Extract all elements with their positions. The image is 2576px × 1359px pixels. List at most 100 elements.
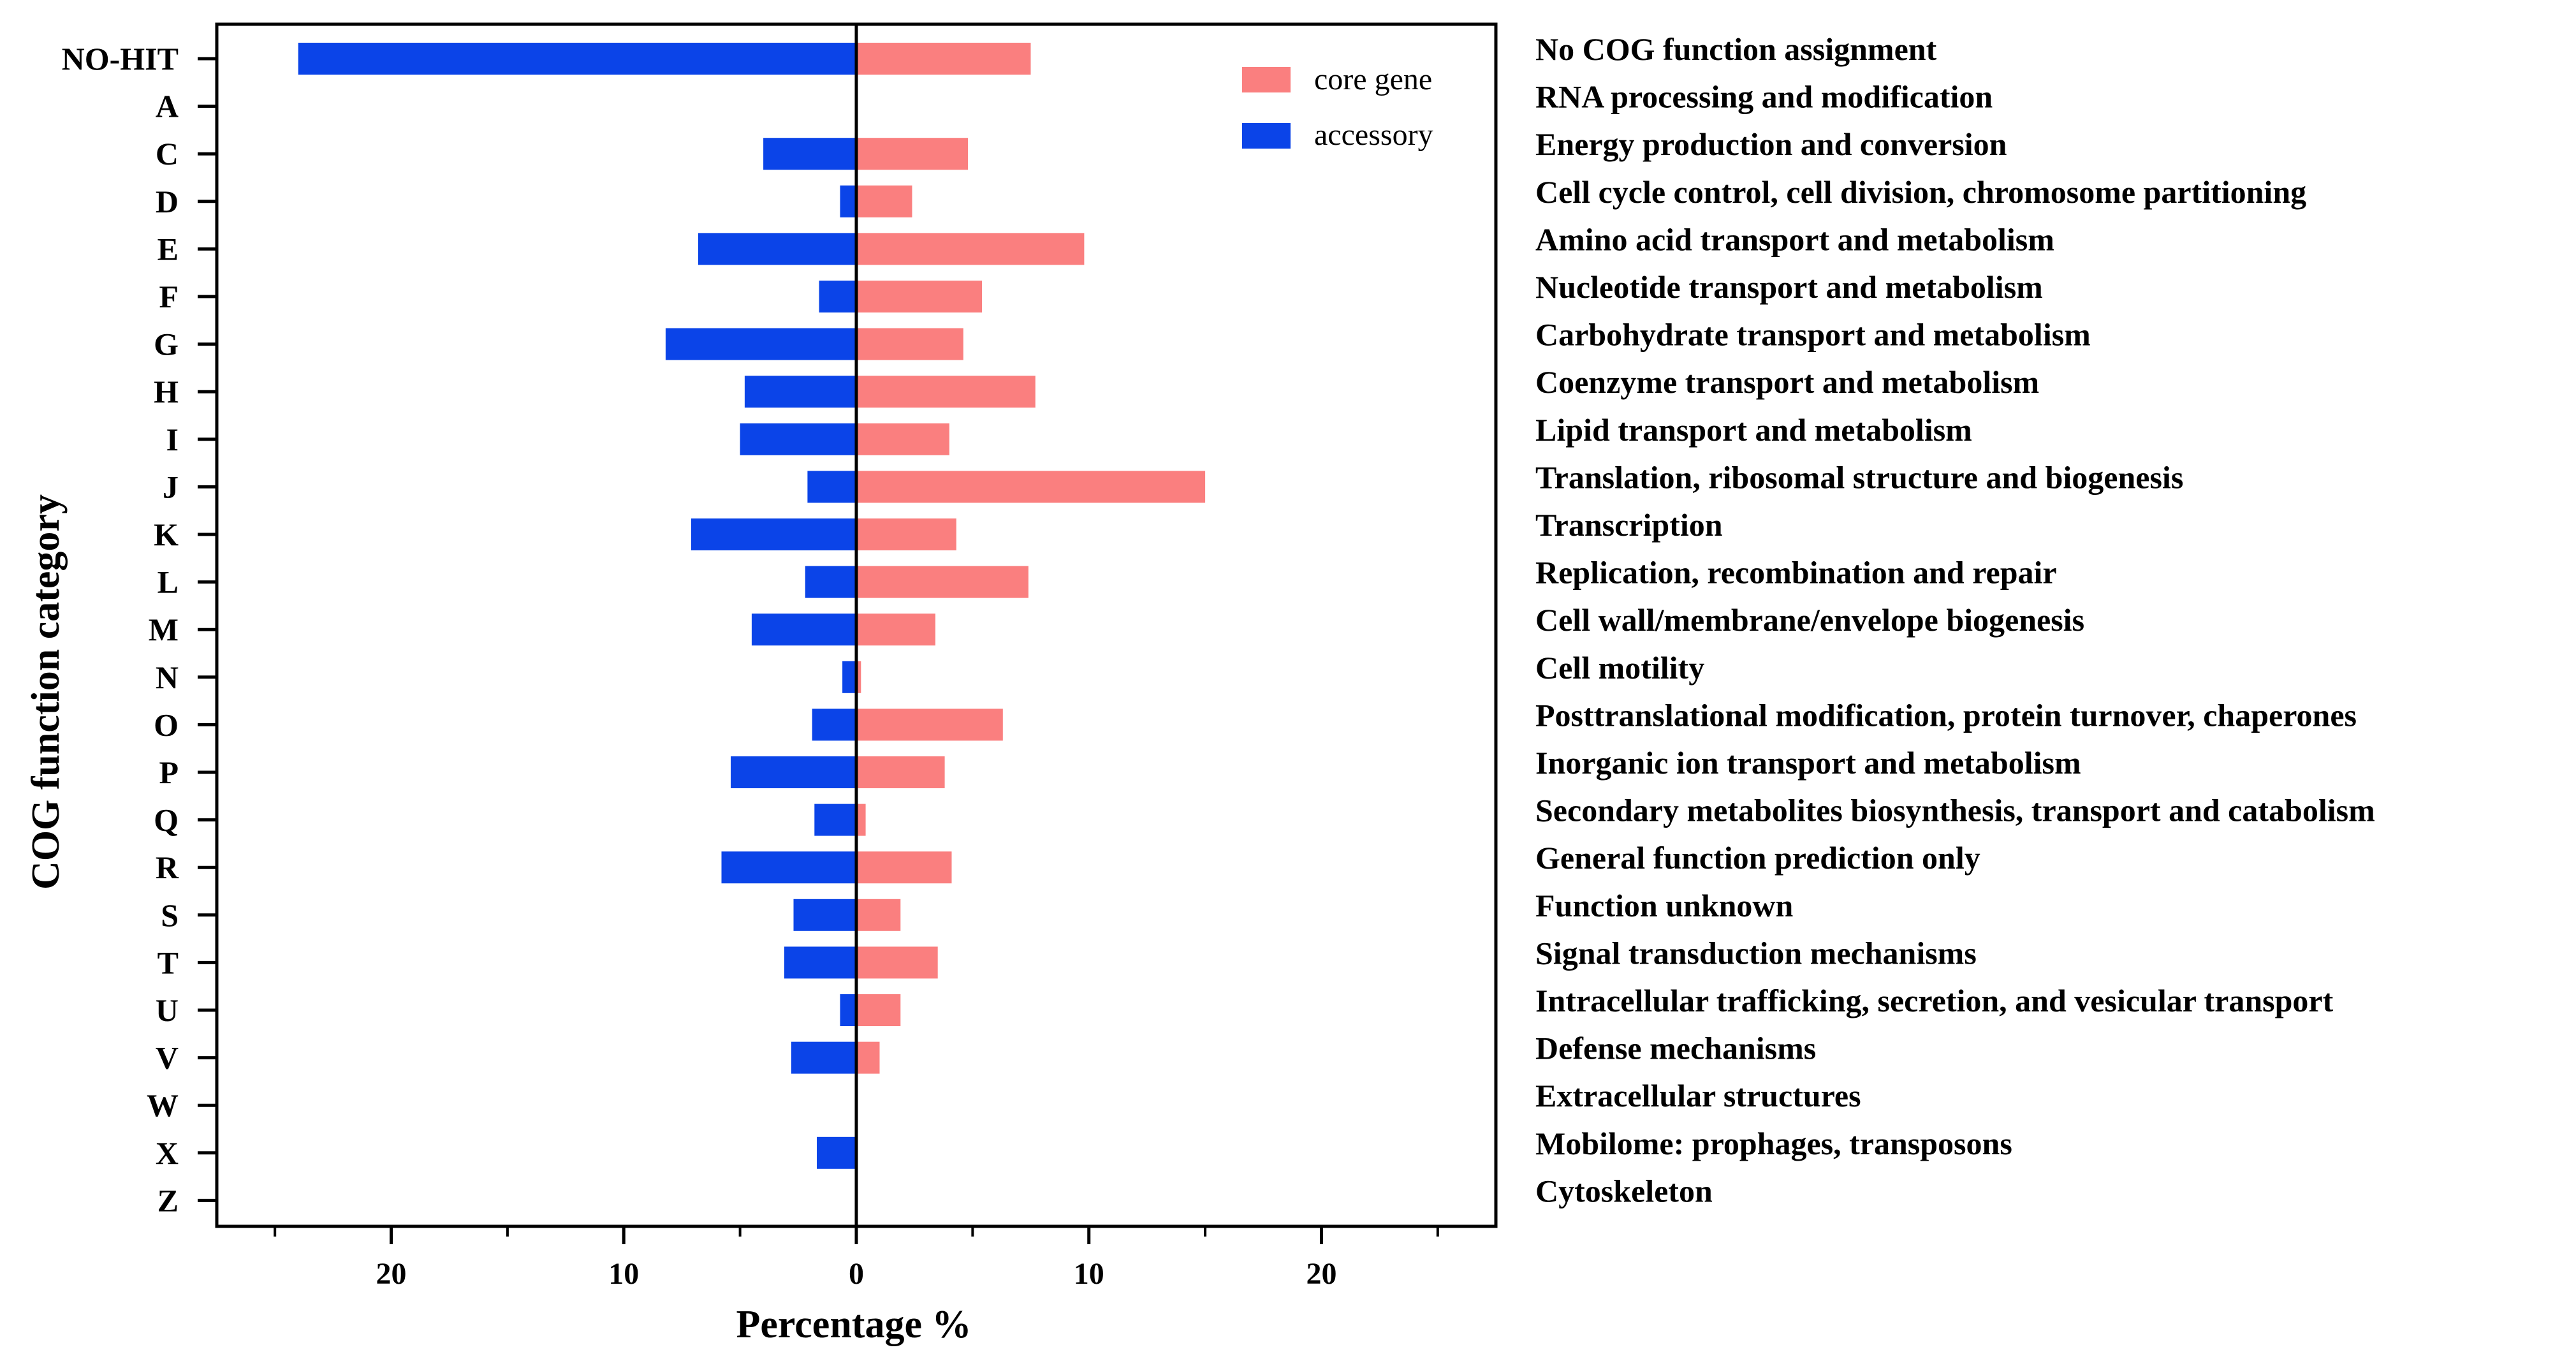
category-description-f: Nucleotide transport and metabolism <box>1535 269 2043 305</box>
category-description-w: Extracellular structures <box>1535 1078 1861 1113</box>
bar-accessory-e <box>698 233 856 265</box>
bar-core-gene-v <box>856 1041 880 1074</box>
y-tick-label-f: F <box>159 279 179 314</box>
x-tick-label: 10 <box>1074 1257 1104 1291</box>
bar-accessory-c <box>763 138 856 170</box>
bar-accessory-h <box>744 376 856 408</box>
y-tick-label-s: S <box>161 897 179 933</box>
legend-label-accessory: accessory <box>1314 118 1433 152</box>
category-description-p: Inorganic ion transport and metabolism <box>1535 745 2081 781</box>
bar-core-gene-i <box>856 423 949 455</box>
category-descriptions: No COG function assignment RNA processing… <box>1535 31 2375 1208</box>
y-tick-label-a: A <box>156 89 179 124</box>
x-tick-label: 20 <box>376 1257 407 1291</box>
bar-core-gene-c <box>856 138 969 170</box>
y-tick-label-z: Z <box>157 1182 179 1218</box>
category-description-l: Replication, recombination and repair <box>1535 555 2057 591</box>
y-tick-label-e: E <box>157 231 179 267</box>
y-tick-label-r: R <box>156 849 179 885</box>
category-description-o: Posttranslational modification, protein … <box>1535 697 2357 733</box>
y-tick-label-i: I <box>166 422 179 457</box>
bar-core-gene-p <box>856 756 945 788</box>
category-description-q: Secondary metabolites biosynthesis, tran… <box>1535 793 2375 828</box>
bar-accessory-v <box>791 1041 856 1074</box>
bar-accessory-x <box>817 1136 856 1169</box>
y-tick-label-no-hit: NO-HIT <box>62 41 179 77</box>
bar-accessory-s <box>793 899 856 931</box>
category-description-m: Cell wall/membrane/envelope biogenesis <box>1535 602 2084 638</box>
bar-core-gene-l <box>856 566 1028 598</box>
category-description-a: RNA processing and modification <box>1535 79 1993 115</box>
bar-accessory-p <box>731 756 856 788</box>
category-description-c: Energy production and conversion <box>1535 126 2007 162</box>
bar-accessory-no-hit <box>298 43 856 75</box>
y-tick-label-x: X <box>156 1135 179 1171</box>
x-tick-label: 10 <box>608 1257 639 1291</box>
category-description-j: Translation, ribosomal structure and bio… <box>1535 459 2183 495</box>
bar-core-gene-e <box>856 233 1085 265</box>
y-tick-label-p: P <box>159 754 179 790</box>
x-tick-label: 20 <box>1306 1257 1336 1291</box>
x-axis-title: Percentage % <box>736 1303 972 1346</box>
bar-accessory-f <box>819 281 856 312</box>
legend-label-core-gene: core gene <box>1314 62 1432 96</box>
bar-accessory-t <box>784 946 856 979</box>
bar-core-gene-r <box>856 851 952 884</box>
bar-core-gene-q <box>856 804 866 836</box>
bar-core-gene-j <box>856 471 1206 503</box>
category-description-k: Transcription <box>1535 507 1723 543</box>
category-description-d: Cell cycle control, cell division, chrom… <box>1535 174 2306 210</box>
y-tick-label-m: M <box>149 612 179 647</box>
y-tick-label-g: G <box>154 327 179 362</box>
bar-core-gene-h <box>856 376 1036 408</box>
bar-core-gene-s <box>856 899 901 931</box>
axes <box>215 22 1498 1228</box>
category-description-h: Coenzyme transport and metabolism <box>1535 364 2039 400</box>
bar-accessory-m <box>751 613 856 646</box>
bar-core-gene-g <box>856 328 963 360</box>
category-description-g: Carbohydrate transport and metabolism <box>1535 317 2091 353</box>
bar-accessory-r <box>721 851 856 884</box>
category-description-v: Defense mechanisms <box>1535 1031 1816 1066</box>
y-tick-label-l: L <box>157 564 179 600</box>
bar-core-gene-f <box>856 281 982 312</box>
bar-accessory-j <box>807 471 856 503</box>
y-tick-label-v: V <box>156 1040 179 1076</box>
category-description-s: Function unknown <box>1535 888 1794 923</box>
y-tick-label-c: C <box>156 136 179 172</box>
bar-accessory-n <box>842 661 856 693</box>
category-description-i: Lipid transport and metabolism <box>1535 412 1972 448</box>
x-tick-label: 0 <box>849 1257 864 1291</box>
category-description-e: Amino acid transport and metabolism <box>1535 221 2054 257</box>
legend: core gene accessory <box>1242 62 1433 152</box>
bars <box>298 43 1206 1169</box>
y-tick-label-u: U <box>156 992 179 1028</box>
y-tick-label-o: O <box>154 707 179 742</box>
bar-accessory-l <box>805 566 856 598</box>
category-description-x: Mobilome: prophages, transposons <box>1535 1126 2012 1161</box>
bar-accessory-d <box>840 185 856 217</box>
y-tick-label-d: D <box>156 184 179 219</box>
y-tick-label-j: J <box>163 469 179 504</box>
bar-core-gene-n <box>856 661 861 693</box>
category-description-n: Cell motility <box>1535 650 1704 686</box>
category-description-u: Intracellular trafficking, secretion, an… <box>1535 983 2334 1018</box>
bar-accessory-u <box>840 994 856 1026</box>
category-description-no-hit: No COG function assignment <box>1535 31 1937 67</box>
category-description-z: Cytoskeleton <box>1535 1173 1713 1208</box>
bar-core-gene-t <box>856 946 938 979</box>
y-tick-label-t: T <box>157 944 179 980</box>
bar-accessory-g <box>665 328 856 360</box>
bar-core-gene-m <box>856 613 935 646</box>
bar-accessory-q <box>814 804 856 836</box>
y-tick-label-w: W <box>147 1087 179 1123</box>
y-axis-title: COG function category <box>24 494 68 890</box>
legend-swatch-core-gene <box>1242 67 1291 92</box>
bar-core-gene-u <box>856 994 901 1026</box>
bar-accessory-o <box>812 709 856 741</box>
y-tick-label-n: N <box>156 659 179 695</box>
category-description-t: Signal transduction mechanisms <box>1535 935 1977 971</box>
bar-core-gene-d <box>856 185 912 217</box>
